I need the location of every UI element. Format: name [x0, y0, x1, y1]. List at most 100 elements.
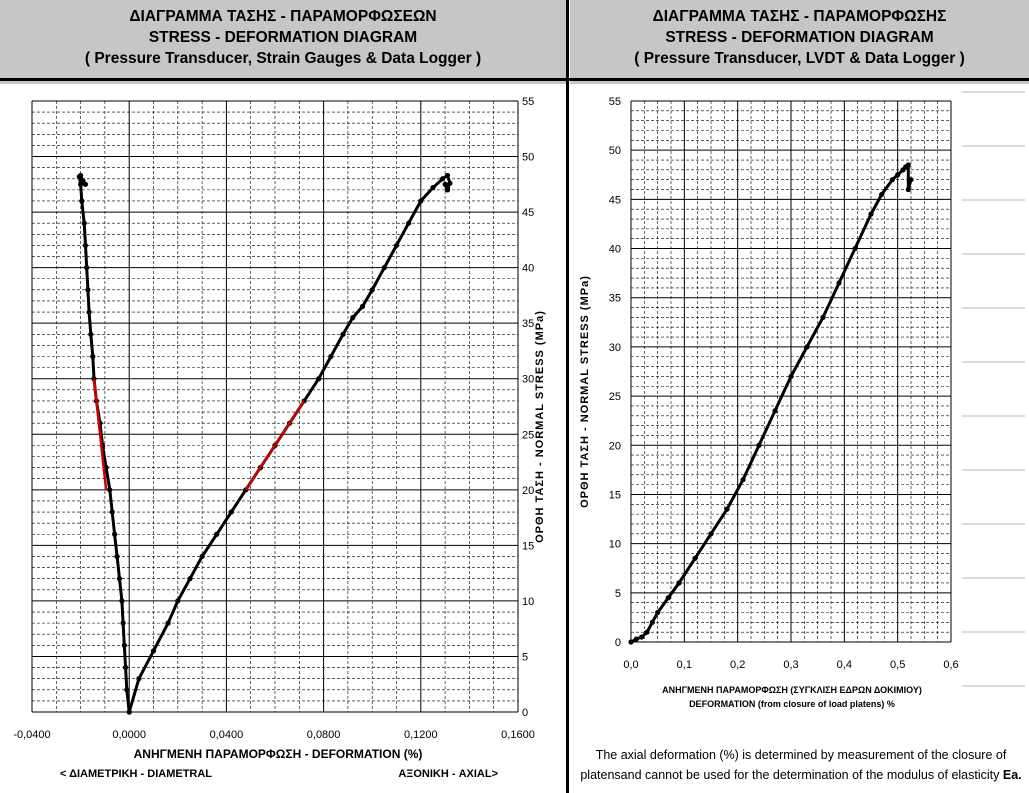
data-point [316, 376, 322, 382]
data-point [908, 177, 914, 183]
y-tick-label: 45 [522, 207, 534, 219]
data-point [665, 595, 671, 601]
x-tick-label: 0,0800 [307, 729, 341, 741]
modulus-highlight-segment-0 [92, 378, 108, 490]
x-axis-label: ΑΝΗΓΜΕΝΗ ΠΑΡΑΜΟΡΦΩΣΗ (ΣΥΓΚΛΙΣΗ ΕΔΡΩΝ ΔΟΚ… [662, 685, 922, 695]
y-tick-label: 5 [522, 651, 528, 663]
data-point [649, 619, 655, 625]
y-tick-label: 15 [609, 489, 621, 501]
data-point [772, 408, 778, 414]
data-point [381, 265, 387, 271]
y-tick-label: 0 [615, 637, 621, 649]
data-point [418, 198, 424, 204]
stress-lvdt-chart: 0 5 10 15 20 25 30 35 40 45 50 55 0,0 0,1 0,2 0,3 0,4 0,5… [579, 96, 959, 709]
note-line-1: The axial deformation (%) is determined … [595, 748, 1007, 762]
data-point [340, 331, 346, 337]
data-point [214, 531, 220, 537]
data-point [740, 477, 746, 483]
panel-divider [566, 0, 569, 793]
x-tick-label: 0,1200 [404, 729, 438, 741]
x-tick-label: 0,4 [837, 659, 852, 671]
data-point [804, 344, 810, 350]
y-tick-label: 15 [522, 540, 534, 552]
series-line-0 [630, 163, 913, 644]
note-line-2: platensand cannot be used for the determ… [580, 768, 1000, 782]
modulus-highlight-segment-1 [244, 400, 306, 491]
data-point [895, 172, 901, 178]
data-point [836, 280, 842, 286]
x-tick-label: 0,0000 [112, 729, 146, 741]
data-point [109, 509, 115, 515]
data-point [81, 220, 87, 226]
data-point [393, 242, 400, 249]
y-tick-label: 20 [609, 440, 621, 452]
right-header-subtitle: ( Pressure Transducer, LVDT & Data Logge… [634, 50, 965, 67]
data-point [852, 245, 858, 252]
data-point [889, 177, 895, 183]
data-point [440, 176, 446, 182]
y-tick-label: 30 [609, 342, 621, 354]
data-point [116, 576, 123, 582]
y-axis-label: ΟΡΘΗ ΤΑΣΗ - NORMAL STRESS (MPa) [579, 275, 591, 508]
data-point [406, 220, 412, 226]
data-point [879, 191, 885, 198]
x-axis-label-axial: ΑΞΟΝΙΚΗ - AXIAL> [398, 768, 498, 780]
data-point [228, 509, 234, 515]
data-point [175, 598, 181, 604]
data-point [199, 553, 205, 560]
data-point [724, 506, 730, 512]
data-point [633, 636, 639, 642]
x-tick-label: -0,0400 [13, 729, 50, 741]
right-chart-header: ΔΙΑΓΡΑΜΜΑ ΤΑΣΗΣ - ΠΑΡΑΜΟΡΦΩΣΗΣ STRESS - … [570, 0, 1029, 84]
data-point [114, 553, 120, 560]
data-point [708, 531, 714, 537]
side-decoration-lines [962, 91, 1025, 687]
y-tick-label: 45 [609, 194, 621, 206]
data-point [820, 314, 826, 320]
data-point [328, 353, 334, 360]
left-header-title-greek: ΔΙΑΓΡΑΜΜΑ ΤΑΣΗΣ - ΠΑΡΑΜΟΡΦΩΣΕΩΝ [129, 8, 437, 25]
y-axis-label: ΟΡΘΗ ΤΑΣΗ - NORMAL STRESS (MPa) [534, 310, 546, 543]
data-point [78, 172, 84, 179]
data-point [369, 287, 375, 293]
data-point [447, 180, 453, 186]
data-point [120, 620, 126, 626]
note-modulus-symbol: Ea. [1002, 768, 1022, 782]
data-point [868, 211, 874, 217]
data-point [86, 309, 92, 315]
left-chart-header: ΔΙΑΓΡΑΜΜΑ ΤΑΣΗΣ - ΠΑΡΑΜΟΡΦΩΣΕΩΝ STRESS -… [0, 0, 566, 84]
y-tick-label: 0 [522, 707, 528, 719]
data-point [676, 580, 682, 586]
y-tick-label: 10 [609, 539, 621, 551]
x-tick-label: 0,0400 [210, 729, 244, 741]
x-axis-label: ΑΝΗΓΜΕΝΗ ΠΑΡΑΜΟΡΦΩΣΗ - DEFORMATION (%) [134, 747, 423, 761]
data-point [444, 187, 451, 193]
y-tick-label: 5 [615, 588, 621, 600]
x-tick-label: 0,0 [623, 659, 638, 671]
y-tick-label: 40 [522, 263, 534, 275]
data-point [88, 331, 94, 337]
data-point [79, 198, 85, 204]
data-point [121, 642, 127, 648]
x-tick-label: 0,3 [783, 659, 798, 671]
left-header-title-english: STRESS - DEFORMATION DIAGRAM [148, 29, 418, 46]
y-tick-label: 10 [522, 596, 534, 608]
data-point [82, 181, 89, 187]
data-point [85, 287, 91, 293]
data-point [628, 639, 634, 645]
x-tick-label: 0,1 [677, 659, 692, 671]
data-point [112, 531, 118, 537]
y-tick-label: 20 [522, 485, 534, 497]
data-point [84, 265, 90, 271]
right-header-rule [569, 78, 1029, 81]
data-point [788, 373, 794, 380]
data-point [126, 709, 132, 715]
data-point [644, 629, 650, 635]
series-line-1 [127, 173, 452, 713]
measurement-note: The axial deformation (%) is determined … [576, 745, 1026, 785]
data-point [124, 687, 130, 693]
y-tick-label: 25 [609, 391, 621, 403]
x-axis-label-diametral: < ΔΙΑΜΕΤΡΙΚΗ - DIAMETRAL [60, 768, 212, 780]
left-header-subtitle: ( Pressure Transducer, Strain Gauges & D… [84, 50, 482, 67]
data-point [442, 181, 448, 187]
